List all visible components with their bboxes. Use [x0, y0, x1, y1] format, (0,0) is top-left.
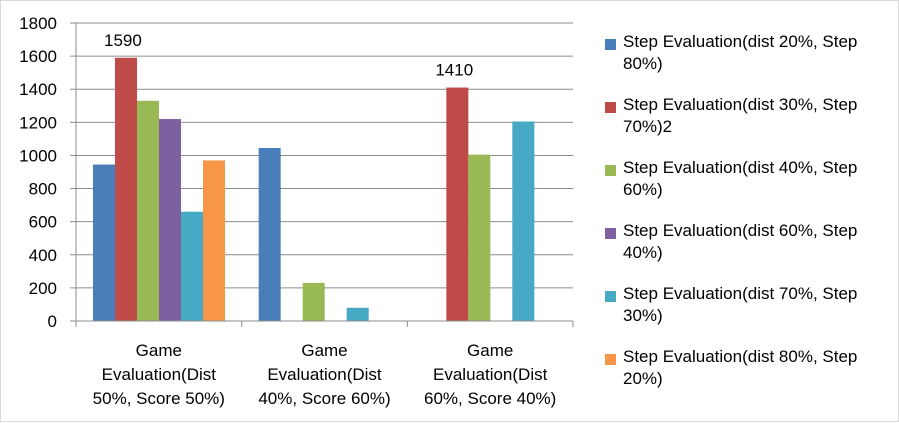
x-category-label: Game Evaluation(Dist 50%, Score 50%): [93, 341, 225, 408]
bar: [93, 164, 115, 321]
legend-label: Step Evaluation(dist 70%, Step 30%): [623, 284, 858, 325]
legend-swatch: [605, 102, 616, 113]
bars: [93, 57, 535, 322]
legend-item: Step Evaluation(dist 30%, Step 70%)2: [605, 94, 895, 157]
bar: [302, 282, 325, 321]
bar: [512, 121, 535, 321]
legend-swatch: [605, 228, 616, 239]
bar: [468, 154, 491, 321]
legend-swatch: [605, 291, 616, 302]
legend-swatch: [605, 165, 616, 176]
legend-item: Step Evaluation(dist 80%, Step 20%): [605, 346, 895, 409]
data-label: 1410: [435, 61, 473, 80]
y-tick-label: 1800: [19, 14, 57, 33]
legend-label: Step Evaluation(dist 80%, Step 20%): [623, 347, 858, 388]
legend-label: Step Evaluation(dist 20%, Step 80%): [623, 32, 858, 73]
data-label: 1590: [104, 31, 142, 50]
x-category-labels: Game Evaluation(Dist 50%, Score 50%) Game Ev…: [93, 341, 557, 408]
legend-item: Step Evaluation(dist 70%, Step 30%): [605, 283, 895, 346]
y-tick-label: 800: [29, 180, 57, 199]
bar: [115, 57, 137, 322]
y-tick-label: 200: [29, 279, 57, 298]
bar: [446, 87, 469, 321]
bar: [159, 119, 181, 322]
legend-label: Step Evaluation(dist 40%, Step 60%): [623, 158, 858, 199]
y-tick-label: 0: [48, 312, 57, 331]
legend: Step Evaluation(dist 20%, Step 80%) Step …: [605, 31, 895, 409]
legend-swatch: [605, 39, 616, 50]
y-tick-label: 1200: [19, 113, 57, 132]
bar: [258, 147, 281, 321]
legend-label: Step Evaluation(dist 30%, Step 70%)2: [623, 95, 858, 136]
y-tick-label: 600: [29, 213, 57, 232]
legend-swatch: [605, 354, 616, 365]
legend-label: Step Evaluation(dist 60%, Step 40%): [623, 221, 858, 262]
x-category-label: Game Evaluation(Dist 40%, Score 60%): [258, 341, 390, 408]
legend-item: Step Evaluation(dist 20%, Step 80%): [605, 31, 895, 94]
bar: [181, 211, 203, 321]
x-category-label: Game Evaluation(Dist 60%, Score 40%): [424, 341, 556, 408]
y-tick-label: 1000: [19, 146, 57, 165]
legend-item: Step Evaluation(dist 60%, Step 40%): [605, 220, 895, 283]
y-tick-label: 1600: [19, 47, 57, 66]
data-labels: 1590 1410: [104, 31, 473, 80]
y-tick-label: 1400: [19, 80, 57, 99]
bar: [203, 160, 225, 321]
y-tick-label: 400: [29, 246, 57, 265]
axes: [75, 23, 574, 327]
y-tick-labels: 0 200 400 600 800 1000 1200 1400 1600 1800: [19, 14, 76, 331]
legend-item: Step Evaluation(dist 40%, Step 60%): [605, 157, 895, 220]
bar: [137, 100, 159, 321]
bar: [346, 307, 369, 321]
